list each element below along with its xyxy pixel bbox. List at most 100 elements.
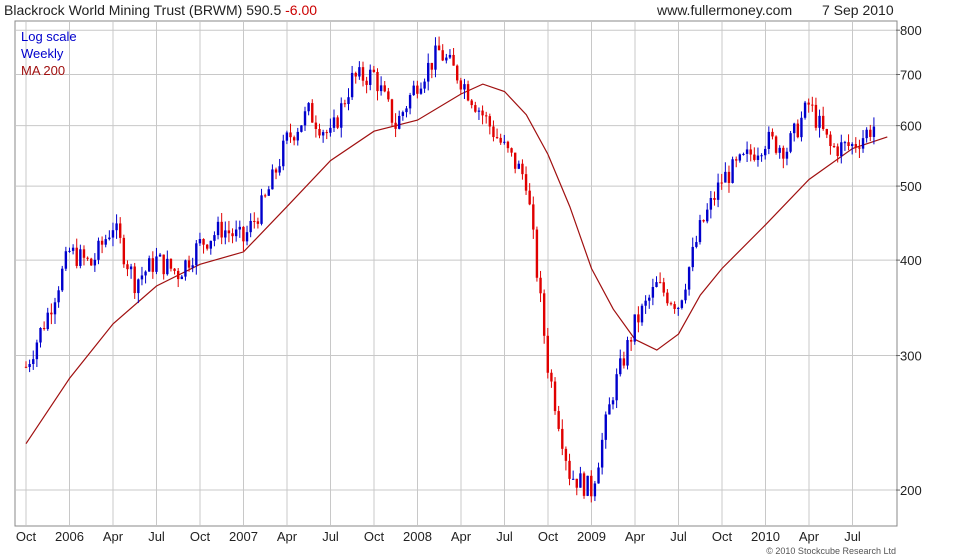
candle-body xyxy=(387,91,390,100)
candle-body xyxy=(861,138,865,149)
candle-body xyxy=(213,235,216,241)
candle-body xyxy=(524,174,528,191)
candle-body xyxy=(655,282,658,287)
candle-body xyxy=(564,448,568,461)
candle-body xyxy=(658,282,662,284)
candle-body xyxy=(684,289,687,301)
candle-body xyxy=(86,257,89,259)
candle-body xyxy=(61,268,64,291)
candle-body xyxy=(441,50,444,61)
candle-body xyxy=(133,266,136,294)
candle-body xyxy=(209,240,213,249)
candle-body xyxy=(571,478,575,480)
x-tick-label: Oct xyxy=(538,529,559,544)
candle-body xyxy=(811,104,814,106)
candle-body xyxy=(115,223,118,231)
candle-body xyxy=(716,182,720,200)
candle-body xyxy=(840,142,843,157)
x-tick-label: Apr xyxy=(451,529,472,544)
candle-body xyxy=(434,45,437,70)
candle-body xyxy=(546,335,549,373)
candle-body xyxy=(749,149,752,155)
candle-body xyxy=(68,250,71,252)
candle-body xyxy=(484,115,488,117)
candle-body xyxy=(53,302,57,315)
candle-body xyxy=(687,267,691,290)
candle-body xyxy=(82,249,86,258)
candle-body xyxy=(633,314,636,342)
candle-body xyxy=(850,144,854,146)
candle-body xyxy=(814,104,818,128)
candle-body xyxy=(303,111,307,126)
candle-body xyxy=(354,72,357,77)
x-tick-label: 2010 xyxy=(751,529,780,544)
candle-body xyxy=(195,243,198,266)
candle-body xyxy=(608,404,611,415)
candle-body xyxy=(648,297,651,301)
candle-body xyxy=(314,122,318,129)
candle-body xyxy=(666,292,669,304)
candle-body xyxy=(238,226,241,230)
candle-body xyxy=(738,154,742,161)
candle-body xyxy=(582,473,586,496)
candle-body xyxy=(271,169,274,190)
legend-log-scale: Log scale xyxy=(21,29,77,44)
candle-body xyxy=(311,103,314,123)
candle-body xyxy=(803,102,807,118)
candle-body xyxy=(173,268,176,271)
candle-body xyxy=(695,242,698,247)
candle-body xyxy=(263,195,267,197)
candle-body xyxy=(180,276,184,280)
candle-body xyxy=(166,258,169,275)
candle-body xyxy=(296,131,299,141)
y-tick-label: 600 xyxy=(900,119,922,134)
candle-body xyxy=(832,146,836,148)
chart-date: 7 Sep 2010 xyxy=(822,2,894,18)
candle-body xyxy=(231,233,234,237)
candle-body xyxy=(713,197,716,200)
candle-body xyxy=(448,54,452,58)
security-name-price: Blackrock World Mining Trust (BRWM) 590.… xyxy=(4,2,282,18)
candle-body xyxy=(731,159,734,183)
candle-body xyxy=(503,141,506,143)
candle-body xyxy=(829,134,832,147)
candle-body xyxy=(90,258,93,266)
candle-body xyxy=(499,137,502,143)
x-tick-label: 2009 xyxy=(577,529,606,544)
candle-body xyxy=(470,100,473,106)
candle-body xyxy=(126,264,129,270)
candle-body xyxy=(224,230,227,238)
candle-body xyxy=(528,190,531,205)
candle-body xyxy=(575,478,578,488)
candle-body xyxy=(622,358,626,366)
candle-body xyxy=(350,72,354,98)
candle-body xyxy=(245,232,249,242)
candle-body xyxy=(122,237,126,265)
candle-body xyxy=(376,71,379,92)
candle-body xyxy=(669,303,673,305)
legend-ma-200: MA 200 xyxy=(21,63,66,78)
website-label: www.fullermoney.com xyxy=(657,2,793,18)
candle-body xyxy=(64,251,68,269)
x-tick-label: Oct xyxy=(712,529,733,544)
candle-body xyxy=(289,132,292,138)
candle-body xyxy=(477,110,481,112)
candle-body xyxy=(394,122,397,129)
candle-body xyxy=(513,152,517,169)
candle-body xyxy=(216,221,220,236)
candle-body xyxy=(155,256,158,272)
chart-title: Blackrock World Mining Trust (BRWM) 590.… xyxy=(4,2,317,18)
candle-body xyxy=(300,125,303,132)
x-tick-label: Jul xyxy=(844,529,861,544)
candle-body xyxy=(427,62,430,82)
candle-body xyxy=(521,163,524,175)
legend-weekly: Weekly xyxy=(21,46,64,61)
candle-body xyxy=(698,220,702,243)
candle-body xyxy=(778,147,781,153)
candle-body xyxy=(590,475,593,497)
candle-body xyxy=(24,366,28,368)
candle-body xyxy=(629,340,633,342)
candle-body xyxy=(423,81,426,89)
price-change: -6.00 xyxy=(285,2,318,18)
